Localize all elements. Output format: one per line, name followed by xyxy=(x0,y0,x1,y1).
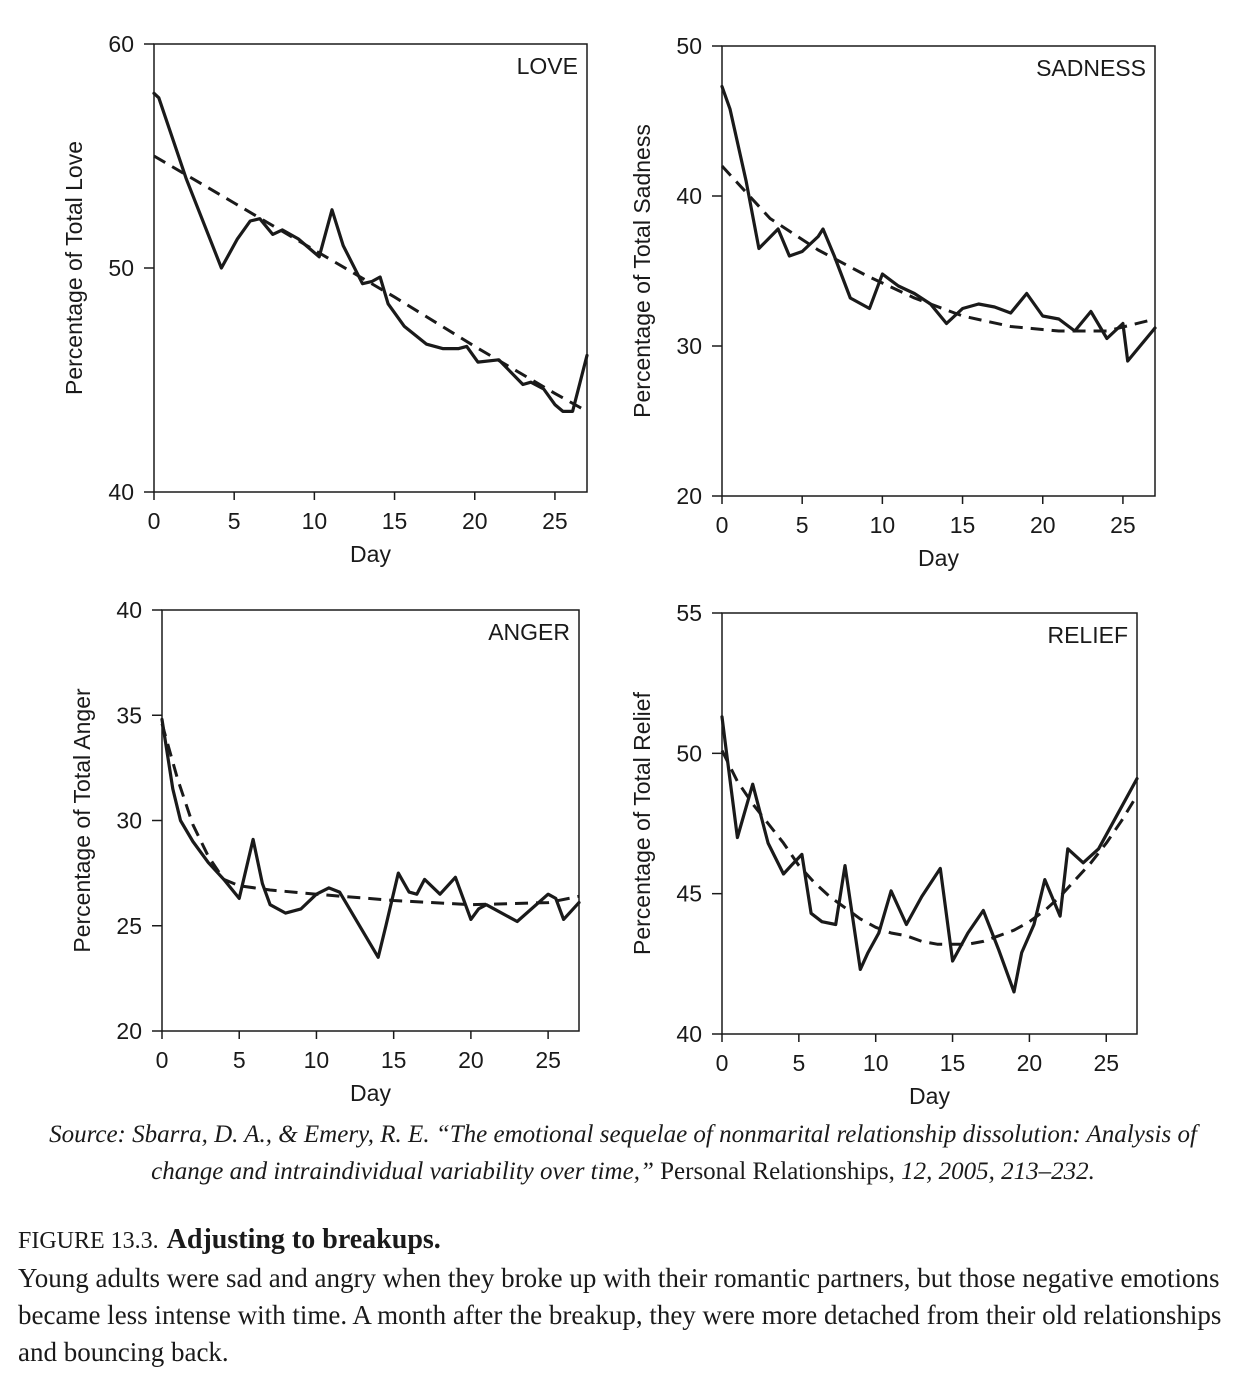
anger-panel: 0 5 10 15 20 25 20 25 30 35 40 Day Percentage of Tot… xyxy=(69,597,581,1106)
anger-x-tick-label: 20 xyxy=(458,1047,484,1073)
love-plot-frame xyxy=(153,43,588,493)
relief-y-tick-label: 40 xyxy=(676,1021,702,1047)
source-citation: Source: Sbarra, D. A., & Emery, R. E. “T… xyxy=(18,1116,1228,1190)
source-journal: Personal Relationships, xyxy=(653,1158,902,1185)
love-panel-title: LOVE xyxy=(517,53,578,79)
love-x-tick-label: 25 xyxy=(542,508,568,534)
anger-observed-data-line xyxy=(160,717,581,959)
sadness-x-tick-label: 5 xyxy=(796,512,809,538)
love-x-tick-label: 5 xyxy=(228,508,241,534)
sadness-fitted-trend-line xyxy=(720,164,1156,333)
love-x-tick-label: 0 xyxy=(148,508,161,534)
love-y-tick-label: 60 xyxy=(108,31,134,57)
love-y-axis-label: Percentage of Total Love xyxy=(61,141,87,395)
anger-fitted-trend-line xyxy=(160,723,580,907)
anger-plot-frame xyxy=(161,609,580,1032)
love-x-tick-label: 15 xyxy=(382,508,408,534)
relief-observed-data-line xyxy=(720,715,1139,994)
relief-fitted-trend-line xyxy=(720,749,1139,946)
sadness-x-tick-label: 10 xyxy=(870,512,896,538)
relief-x-tick-label: 10 xyxy=(863,1050,889,1076)
relief-y-tick-label: 45 xyxy=(676,881,702,907)
love-fitted-trend-line xyxy=(153,154,588,413)
relief-panel-title: RELIEF xyxy=(1047,622,1128,648)
relief-x-tick-label: 20 xyxy=(1017,1050,1043,1076)
figure-heading: FIGURE 13.3. Adjusting to breakups. xyxy=(18,1220,1233,1260)
anger-x-axis-label: Day xyxy=(350,1080,391,1106)
sadness-plot-frame xyxy=(721,45,1156,497)
anger-y-tick-label: 30 xyxy=(116,808,142,834)
sadness-y-tick-label: 50 xyxy=(676,33,702,59)
relief-y-tick-label: 55 xyxy=(676,600,702,626)
anger-x-tick-label: 15 xyxy=(381,1047,407,1073)
anger-y-tick-label: 20 xyxy=(116,1018,142,1044)
anger-y-tick-label: 35 xyxy=(116,702,142,728)
figure-description: Young adults were sad and angry when the… xyxy=(18,1263,1222,1367)
sadness-y-tick-label: 20 xyxy=(676,483,702,509)
anger-x-tick-label: 0 xyxy=(156,1047,169,1073)
relief-x-tick-label: 5 xyxy=(792,1050,805,1076)
sadness-panel-title: SADNESS xyxy=(1036,55,1146,81)
anger-x-tick-label: 25 xyxy=(535,1047,561,1073)
sadness-x-tick-label: 15 xyxy=(950,512,976,538)
anger-panel-title: ANGER xyxy=(488,619,570,645)
love-observed-data-line xyxy=(152,91,589,413)
anger-y-axis-label: Percentage of Total Anger xyxy=(69,688,95,953)
love-x-tick-label: 10 xyxy=(302,508,328,534)
relief-x-tick-label: 15 xyxy=(940,1050,966,1076)
relief-plot-frame xyxy=(721,612,1138,1035)
sadness-observed-data-line xyxy=(720,84,1157,363)
love-y-tick-label: 40 xyxy=(108,479,134,505)
sadness-x-tick-label: 0 xyxy=(716,512,729,538)
sadness-y-tick-label: 30 xyxy=(676,333,702,359)
relief-y-axis-label: Percentage of Total Relief xyxy=(629,691,655,955)
anger-y-tick-label: 40 xyxy=(116,597,142,623)
relief-x-tick-label: 0 xyxy=(716,1050,729,1076)
love-x-tick-label: 20 xyxy=(462,508,488,534)
love-panel: 0 5 10 15 20 25 40 50 60 Day Percentage of Total L… xyxy=(61,31,589,567)
anger-x-tick-label: 5 xyxy=(233,1047,246,1073)
sadness-y-axis-label: Percentage of Total Sadness xyxy=(629,124,655,418)
love-x-axis-label: Day xyxy=(350,541,391,567)
sadness-x-tick-label: 25 xyxy=(1110,512,1136,538)
sadness-x-tick-label: 20 xyxy=(1030,512,1056,538)
source-citation-part1: Source: Sbarra, D. A., & Emery, R. E. “T… xyxy=(49,1121,1197,1185)
source-citation-part3: 12, 2005, 213–232. xyxy=(901,1158,1095,1185)
sadness-y-tick-label: 40 xyxy=(676,183,702,209)
relief-panel: 0 5 10 15 20 25 40 45 50 55 Day Percentage of Total… xyxy=(629,600,1139,1109)
love-y-tick-label: 50 xyxy=(108,255,134,281)
anger-y-tick-label: 25 xyxy=(116,913,142,939)
relief-x-tick-label: 25 xyxy=(1093,1050,1119,1076)
figure-caption: FIGURE 13.3. Adjusting to breakups. Young… xyxy=(18,1220,1233,1371)
anger-x-tick-label: 10 xyxy=(304,1047,330,1073)
figure-title: Adjusting to breakups. xyxy=(166,1224,441,1255)
figure-label: FIGURE 13.3. xyxy=(18,1228,159,1254)
relief-y-tick-label: 50 xyxy=(676,740,702,766)
sadness-panel: 0 5 10 15 20 25 20 30 40 50 Day Percentage of Total… xyxy=(629,33,1157,571)
relief-x-axis-label: Day xyxy=(909,1083,950,1109)
sadness-x-axis-label: Day xyxy=(918,545,959,571)
